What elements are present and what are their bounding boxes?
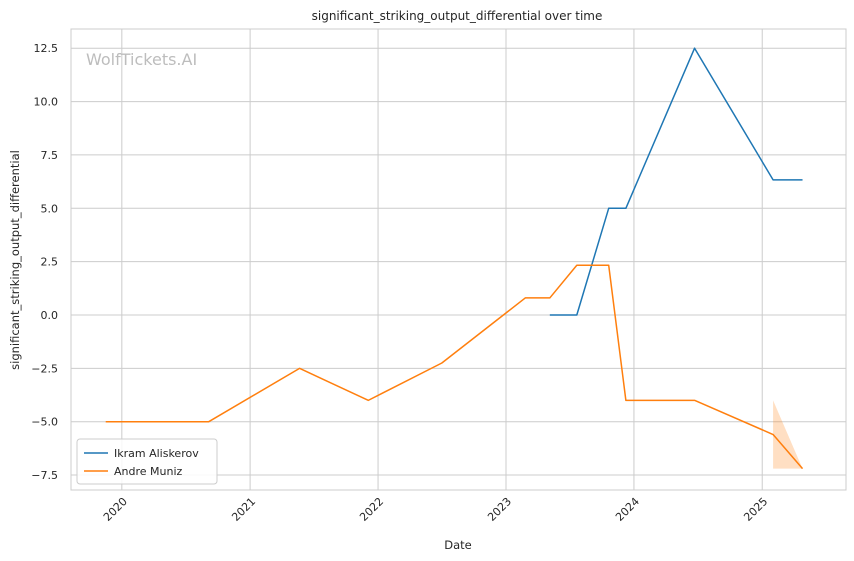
- y-tick-labels: 12.5 10.0 7.5 5.0 2.5 0.0 −2.5 −5.0 −7.5: [31, 42, 58, 482]
- y-tick-label: −7.5: [31, 469, 58, 482]
- y-axis-title: significant_striking_output_differential: [8, 150, 22, 370]
- x-tick-label: 2022: [357, 495, 386, 524]
- legend-box: [76, 438, 218, 485]
- x-tick-label: 2023: [485, 495, 514, 524]
- x-tick-label: 2021: [229, 495, 258, 524]
- y-tick-label: 12.5: [34, 42, 59, 55]
- plot-area: [70, 28, 847, 491]
- y-tick-label: 10.0: [34, 96, 59, 109]
- series-line-andre-muniz: [105, 264, 804, 470]
- chart-title: significant_striking_output_differential…: [312, 9, 603, 23]
- legend: Ikram Aliskerov Andre Muniz: [76, 438, 218, 485]
- series-line-ikram-aliskerov: [549, 47, 803, 316]
- x-tick-label: 2020: [101, 495, 130, 524]
- x-tick-label: 2025: [741, 495, 770, 524]
- gridlines: [71, 29, 846, 490]
- x-tick-labels: 2020 2021 2022 2023 2024 2025: [101, 495, 770, 524]
- y-tick-label: 2.5: [41, 256, 59, 269]
- y-tick-label: −2.5: [31, 362, 58, 375]
- y-tick-label: 7.5: [41, 149, 59, 162]
- y-tick-label: −5.0: [31, 416, 58, 429]
- x-tick-label: 2024: [613, 495, 642, 524]
- y-tick-label: 0.0: [41, 309, 59, 322]
- watermark: WolfTickets.AI: [86, 50, 197, 69]
- y-tick-label: 5.0: [41, 202, 59, 215]
- band-andre-muniz: [773, 400, 803, 469]
- confidence-bands: [773, 400, 803, 469]
- x-axis-title: Date: [444, 538, 472, 552]
- series-lines: [105, 47, 804, 470]
- legend-label-ikram-aliskerov: Ikram Aliskerov: [114, 447, 199, 460]
- legend-label-andre-muniz: Andre Muniz: [114, 465, 183, 478]
